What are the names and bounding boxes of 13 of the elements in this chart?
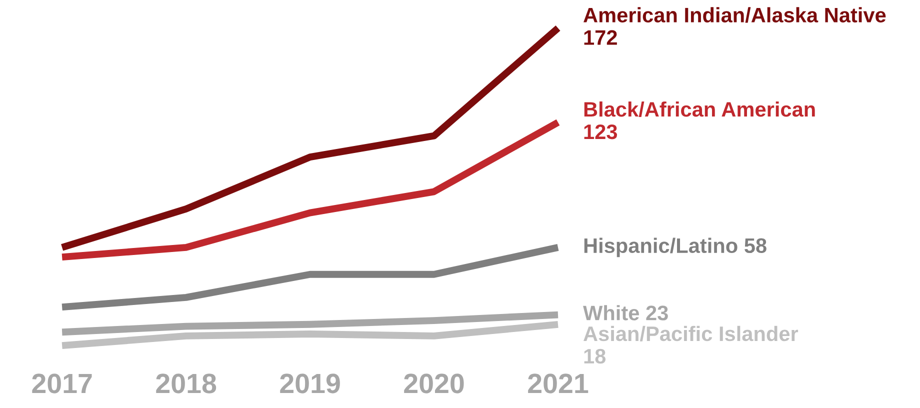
x-tick-label: 2018 (156, 374, 216, 394)
series-label: American Indian/Alaska Native (584, 7, 886, 23)
series-label: Black/African American (584, 101, 815, 117)
data-label: 123 (584, 124, 618, 140)
text: Hispanic/Latino 58 (584, 238, 766, 258)
data-label: 172 (584, 30, 617, 45)
series-label: Asian/Pacific Islander (584, 326, 798, 342)
text: White 23 (583, 305, 668, 320)
data-label: 18 (584, 348, 606, 364)
x-tick-label: 2019 (280, 374, 340, 394)
x-tick-label: 2017 (32, 374, 92, 394)
x-tick-label: 2021 (528, 374, 588, 394)
x-tick-label: 2020 (404, 374, 464, 394)
